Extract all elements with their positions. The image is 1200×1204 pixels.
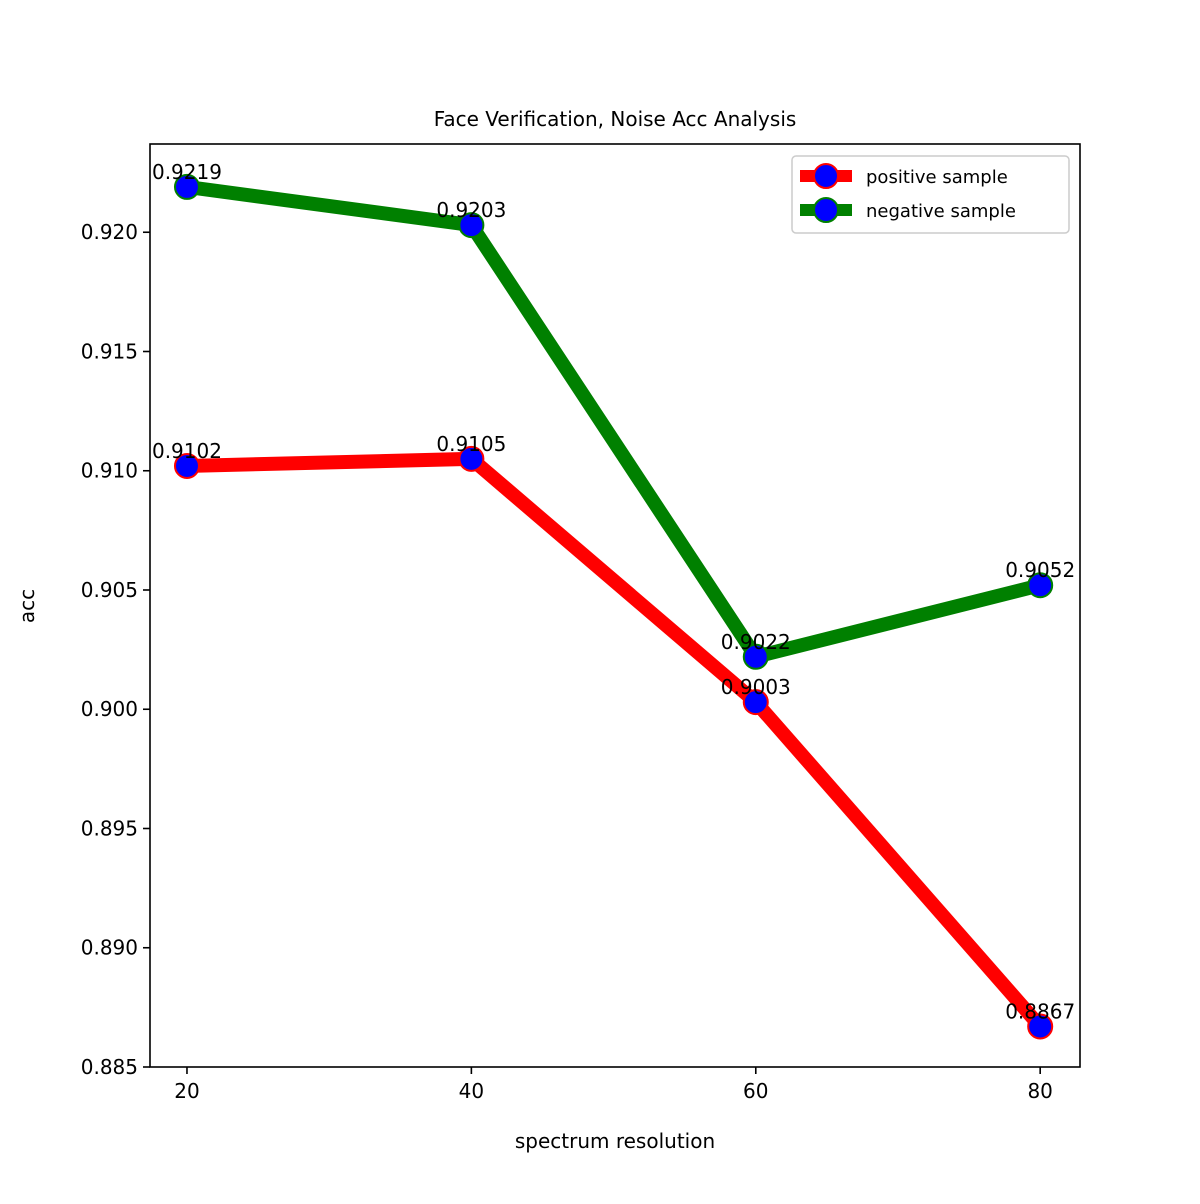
data-label: 0.9022 <box>721 630 791 654</box>
y-tick-label: 0.910 <box>81 459 138 483</box>
legend-marker-0 <box>813 163 839 189</box>
legend-marker-1 <box>813 197 839 223</box>
y-tick-label: 0.920 <box>81 220 138 244</box>
y-tick-label: 0.915 <box>81 339 138 363</box>
data-point <box>458 212 485 239</box>
data-point <box>1027 1013 1054 1040</box>
data-label: 0.8867 <box>1005 999 1075 1023</box>
legend-label-0: positive sample <box>866 167 1008 188</box>
x-tick-label: 80 <box>1027 1079 1052 1103</box>
x-axis-label: spectrum resolution <box>515 1129 715 1153</box>
y-tick-label: 0.900 <box>81 697 138 721</box>
x-tick-label: 60 <box>743 1079 768 1103</box>
data-label: 0.9203 <box>436 198 506 222</box>
axes-frame <box>149 143 1081 1068</box>
data-label: 0.9219 <box>152 160 222 184</box>
data-point <box>742 689 769 716</box>
data-label: 0.9052 <box>1005 558 1075 582</box>
chart-title: Face Verification, Noise Acc Analysis <box>434 107 797 131</box>
data-point <box>173 173 200 200</box>
data-point <box>458 445 485 472</box>
data-label: 0.9105 <box>436 432 506 456</box>
x-tick-label: 40 <box>459 1079 484 1103</box>
data-point <box>1027 572 1054 599</box>
data-label: 0.9003 <box>721 675 791 699</box>
x-tick-label: 20 <box>174 1079 199 1103</box>
legend-label-1: negative sample <box>866 201 1016 222</box>
y-tick-label: 0.885 <box>81 1055 138 1079</box>
series-line-0 <box>179 451 1051 1037</box>
data-label: 0.9102 <box>152 439 222 463</box>
plot-area: 0.9102 0.9105 0.9003 0.8867 0.9219 0.9203 0.90… <box>152 160 1075 1040</box>
y-tick-label: 0.895 <box>81 816 138 840</box>
data-point <box>173 452 200 479</box>
data-point <box>742 643 769 670</box>
series-line-1 <box>179 179 1049 665</box>
y-axis-label: acc <box>15 589 39 623</box>
y-tick-label: 0.905 <box>81 578 138 602</box>
y-tick-label: 0.890 <box>81 936 138 960</box>
legend-box <box>791 155 1070 234</box>
legend: positive sample negative sample <box>791 155 1070 234</box>
axes: 20 40 60 80 0.885 0.890 0.895 0.900 0.905 0.910 0.… <box>81 220 1053 1103</box>
